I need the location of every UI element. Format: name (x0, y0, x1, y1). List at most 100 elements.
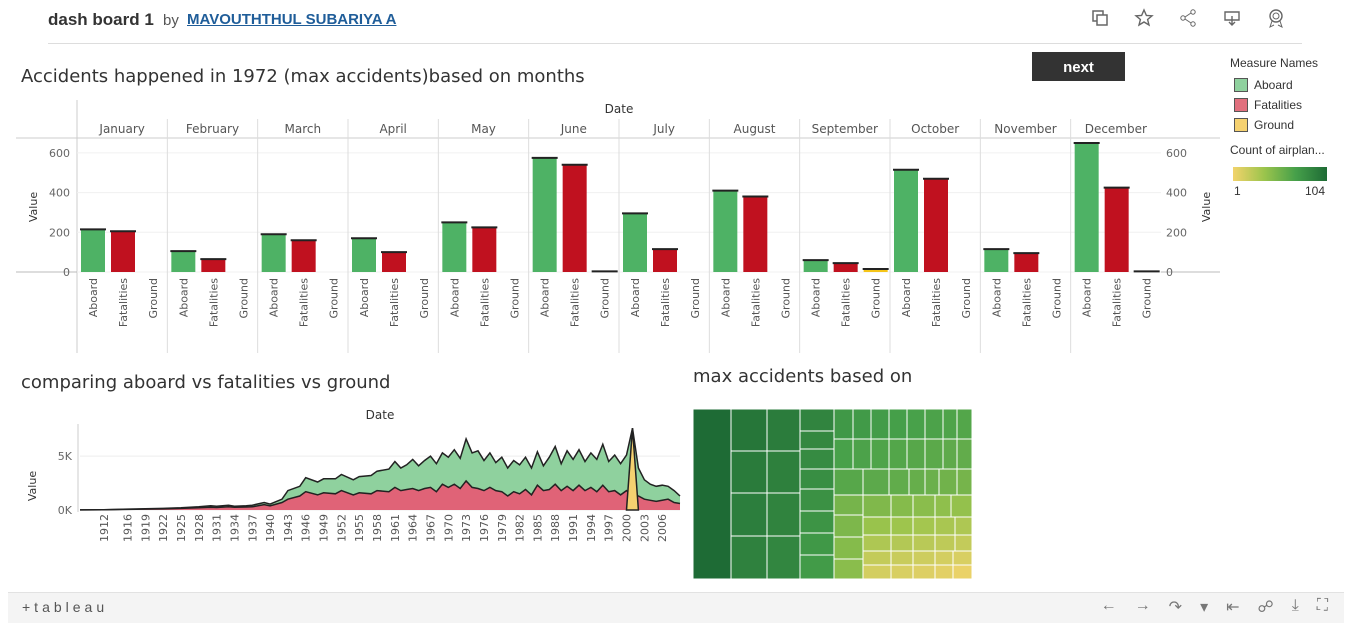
treemap-tile (956, 409, 972, 440)
month-label: August (734, 122, 776, 136)
badge-icon[interactable] (1265, 8, 1287, 30)
x-tick-label: 1912 (98, 514, 111, 542)
bar (894, 169, 918, 272)
treemap-tile (730, 492, 768, 537)
month-label: June (560, 122, 587, 136)
redo-icon[interactable]: → (1134, 597, 1151, 614)
treemap-tile (906, 438, 926, 470)
measure-label: Fatalities (930, 278, 943, 327)
revert-icon[interactable]: ↷ (1168, 599, 1183, 616)
measure-label: Ground (1141, 278, 1154, 318)
treemap-tile (730, 535, 768, 579)
treemap-tile (956, 438, 972, 470)
measure-label: Aboard (990, 278, 1003, 317)
measure-label: Fatalities (749, 278, 762, 327)
y-tick-label-right: 600 (1166, 147, 1187, 160)
treemap-tile (833, 536, 864, 560)
revert-menu-icon[interactable]: ▾ (1200, 599, 1209, 616)
bar (201, 259, 226, 272)
x-tick-label: 1994 (585, 514, 598, 542)
share-icon[interactable]: ☍ (1257, 599, 1274, 616)
y-tick-label: 200 (49, 226, 70, 239)
bar (472, 227, 497, 272)
top-bar: dash board 1 by MAVOUTHTHUL SUBARIYA A (0, 0, 1347, 44)
header-divider (48, 43, 1302, 44)
bar (532, 157, 557, 272)
star-icon[interactable] (1133, 8, 1155, 30)
footer-icons: ← → ↷ ▾ ⇤ ☍ ⤓ ⛶ (1101, 597, 1328, 617)
reset-icon[interactable]: ⇤ (1226, 599, 1240, 616)
legend-label: Ground (1254, 118, 1295, 132)
treemap-tile (890, 516, 914, 536)
measure-label: Ground (508, 278, 521, 318)
count-max: 104 (1305, 184, 1326, 198)
treemap-tile (934, 550, 954, 566)
legend-item-fatalities[interactable]: Fatalities (1230, 95, 1325, 115)
treemap-tile (952, 550, 972, 566)
next-button[interactable]: next (1032, 52, 1125, 81)
aboard-area-line (79, 428, 681, 511)
measure-label: Aboard (719, 278, 732, 317)
x-tick-label: 1937 (246, 514, 259, 542)
bar (803, 260, 828, 272)
treemap-tile (912, 534, 936, 552)
count-color-gradient (1233, 167, 1327, 181)
treemap-tile (890, 550, 914, 566)
author-link[interactable]: MAVOUTHTHUL SUBARIYA A (187, 11, 397, 28)
fatalities-area-line (79, 479, 681, 511)
x-tick-label: 1976 (478, 514, 491, 542)
bar (1074, 142, 1099, 272)
count-legend-title: Count of airplan... (1230, 143, 1325, 157)
treemap-tile (799, 510, 835, 534)
dashboard-title: dash board 1 (48, 10, 154, 29)
treemap-tile (924, 438, 944, 470)
download-icon[interactable]: ⤓ (1291, 597, 1299, 614)
measure-label: Ground (689, 278, 702, 318)
treemap-tile (799, 488, 835, 512)
fatalities-swatch (1234, 98, 1248, 112)
legend-item-ground[interactable]: Ground (1230, 115, 1325, 135)
x-tick-label: 1949 (318, 514, 331, 542)
measure-label: Aboard (629, 278, 642, 317)
measure-label: Aboard (539, 278, 552, 317)
treemap-tile (924, 409, 944, 440)
copy-icon[interactable] (1089, 8, 1111, 30)
undo-icon[interactable]: ← (1100, 597, 1117, 614)
month-label: July (652, 122, 675, 136)
measure-label: Aboard (1081, 278, 1094, 317)
x-tick-label: 1958 (371, 514, 384, 542)
download-icon[interactable] (1221, 8, 1243, 30)
share-icon[interactable] (1177, 8, 1199, 30)
bar (382, 252, 406, 272)
legend-item-aboard[interactable]: Aboard (1230, 75, 1325, 95)
measure-label: Ground (328, 278, 341, 318)
tableau-logo[interactable]: +tableau (22, 599, 109, 615)
y-tick-label: 0K (58, 504, 73, 517)
treemap-tile (862, 494, 892, 518)
bar (352, 238, 376, 272)
treemap-tile (852, 409, 872, 440)
measure-label: Aboard (900, 278, 913, 317)
treemap-tile (799, 430, 835, 450)
measure-label: Ground (147, 278, 160, 318)
fullscreen-icon[interactable]: ⛶ (1316, 597, 1328, 614)
measure-label: Ground (960, 278, 973, 318)
treemap-tile (938, 468, 958, 496)
treemap-tile (890, 534, 914, 552)
treemap-tile (833, 514, 864, 538)
measure-label: Fatalities (1111, 278, 1124, 327)
area-chart[interactable]: Date Value 0K 5K 1912 1916 1919 1922 1925 1928 193… (0, 400, 690, 590)
x-tick-label: 1985 (531, 514, 544, 542)
treemap-chart[interactable] (693, 409, 972, 579)
bar-chart[interactable]: Date 0 0 200 200 400 400 600 600 Value Value Januar… (0, 95, 1225, 357)
month-label: November (994, 122, 1056, 136)
bar (291, 240, 316, 272)
y-axis-label: Value (26, 471, 39, 501)
x-tick-label: 1925 (175, 514, 188, 542)
treemap-tile (833, 468, 864, 496)
x-tick-label: 1967 (424, 514, 437, 542)
treemap-tile (766, 535, 801, 579)
treemap-tile (862, 564, 892, 579)
bar (623, 213, 647, 272)
bar (81, 229, 105, 272)
